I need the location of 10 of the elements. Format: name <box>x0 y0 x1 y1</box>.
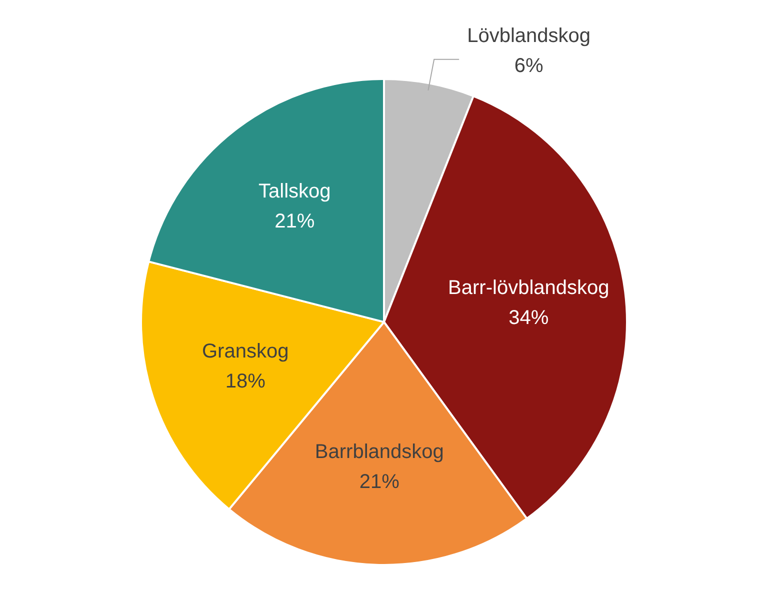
data-label: 18% <box>225 370 266 393</box>
slice-label: Lövblandskog <box>467 24 591 47</box>
data-label: 21% <box>359 471 400 494</box>
slice-label: Tallskog <box>258 180 331 202</box>
data-label: 34% <box>508 307 549 330</box>
data-label: 21% <box>274 210 315 232</box>
data-label: 6% <box>514 54 544 77</box>
slice-label: Granskog <box>202 340 289 363</box>
slice-label: Barr-lövblandskog <box>448 277 610 300</box>
slice-label: Barrblandskog <box>314 441 444 464</box>
